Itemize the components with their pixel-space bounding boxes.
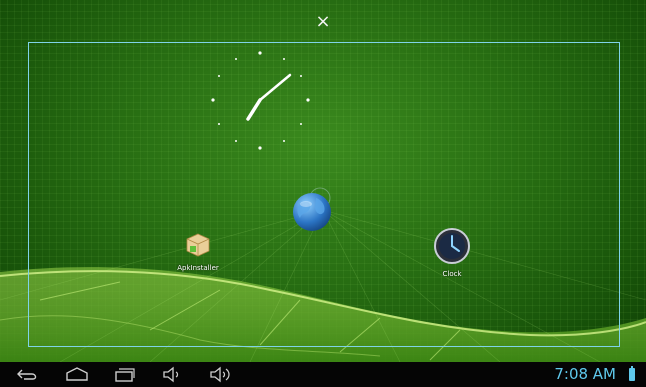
wallpaper [0,0,646,362]
status-time: 7:08 AM [554,365,616,383]
minute-hand [258,73,292,102]
app-clock[interactable]: Clock [422,228,482,278]
app-label: ApkInstaller [177,264,219,272]
back-icon[interactable] [16,366,40,383]
widget-edit-frame [28,42,620,347]
volume-down-icon[interactable] [161,366,183,383]
system-navigation-bar: 7:08 AM [0,362,646,387]
app-apkinstaller[interactable]: ApkInstaller [168,232,228,272]
clock-icon [434,228,470,264]
app-label: Clock [442,270,462,278]
analog-clock-widget[interactable] [205,45,315,155]
battery-icon [629,366,635,381]
leaf-wallpaper-art [0,209,646,362]
home-icon[interactable] [64,366,90,383]
volume-up-icon[interactable] [208,366,232,383]
recent-apps-icon[interactable] [113,366,137,383]
close-icon[interactable]: × [315,11,331,32]
package-box-icon [186,233,210,257]
hour-hand [246,98,262,121]
browser-globe-icon[interactable] [288,186,336,234]
